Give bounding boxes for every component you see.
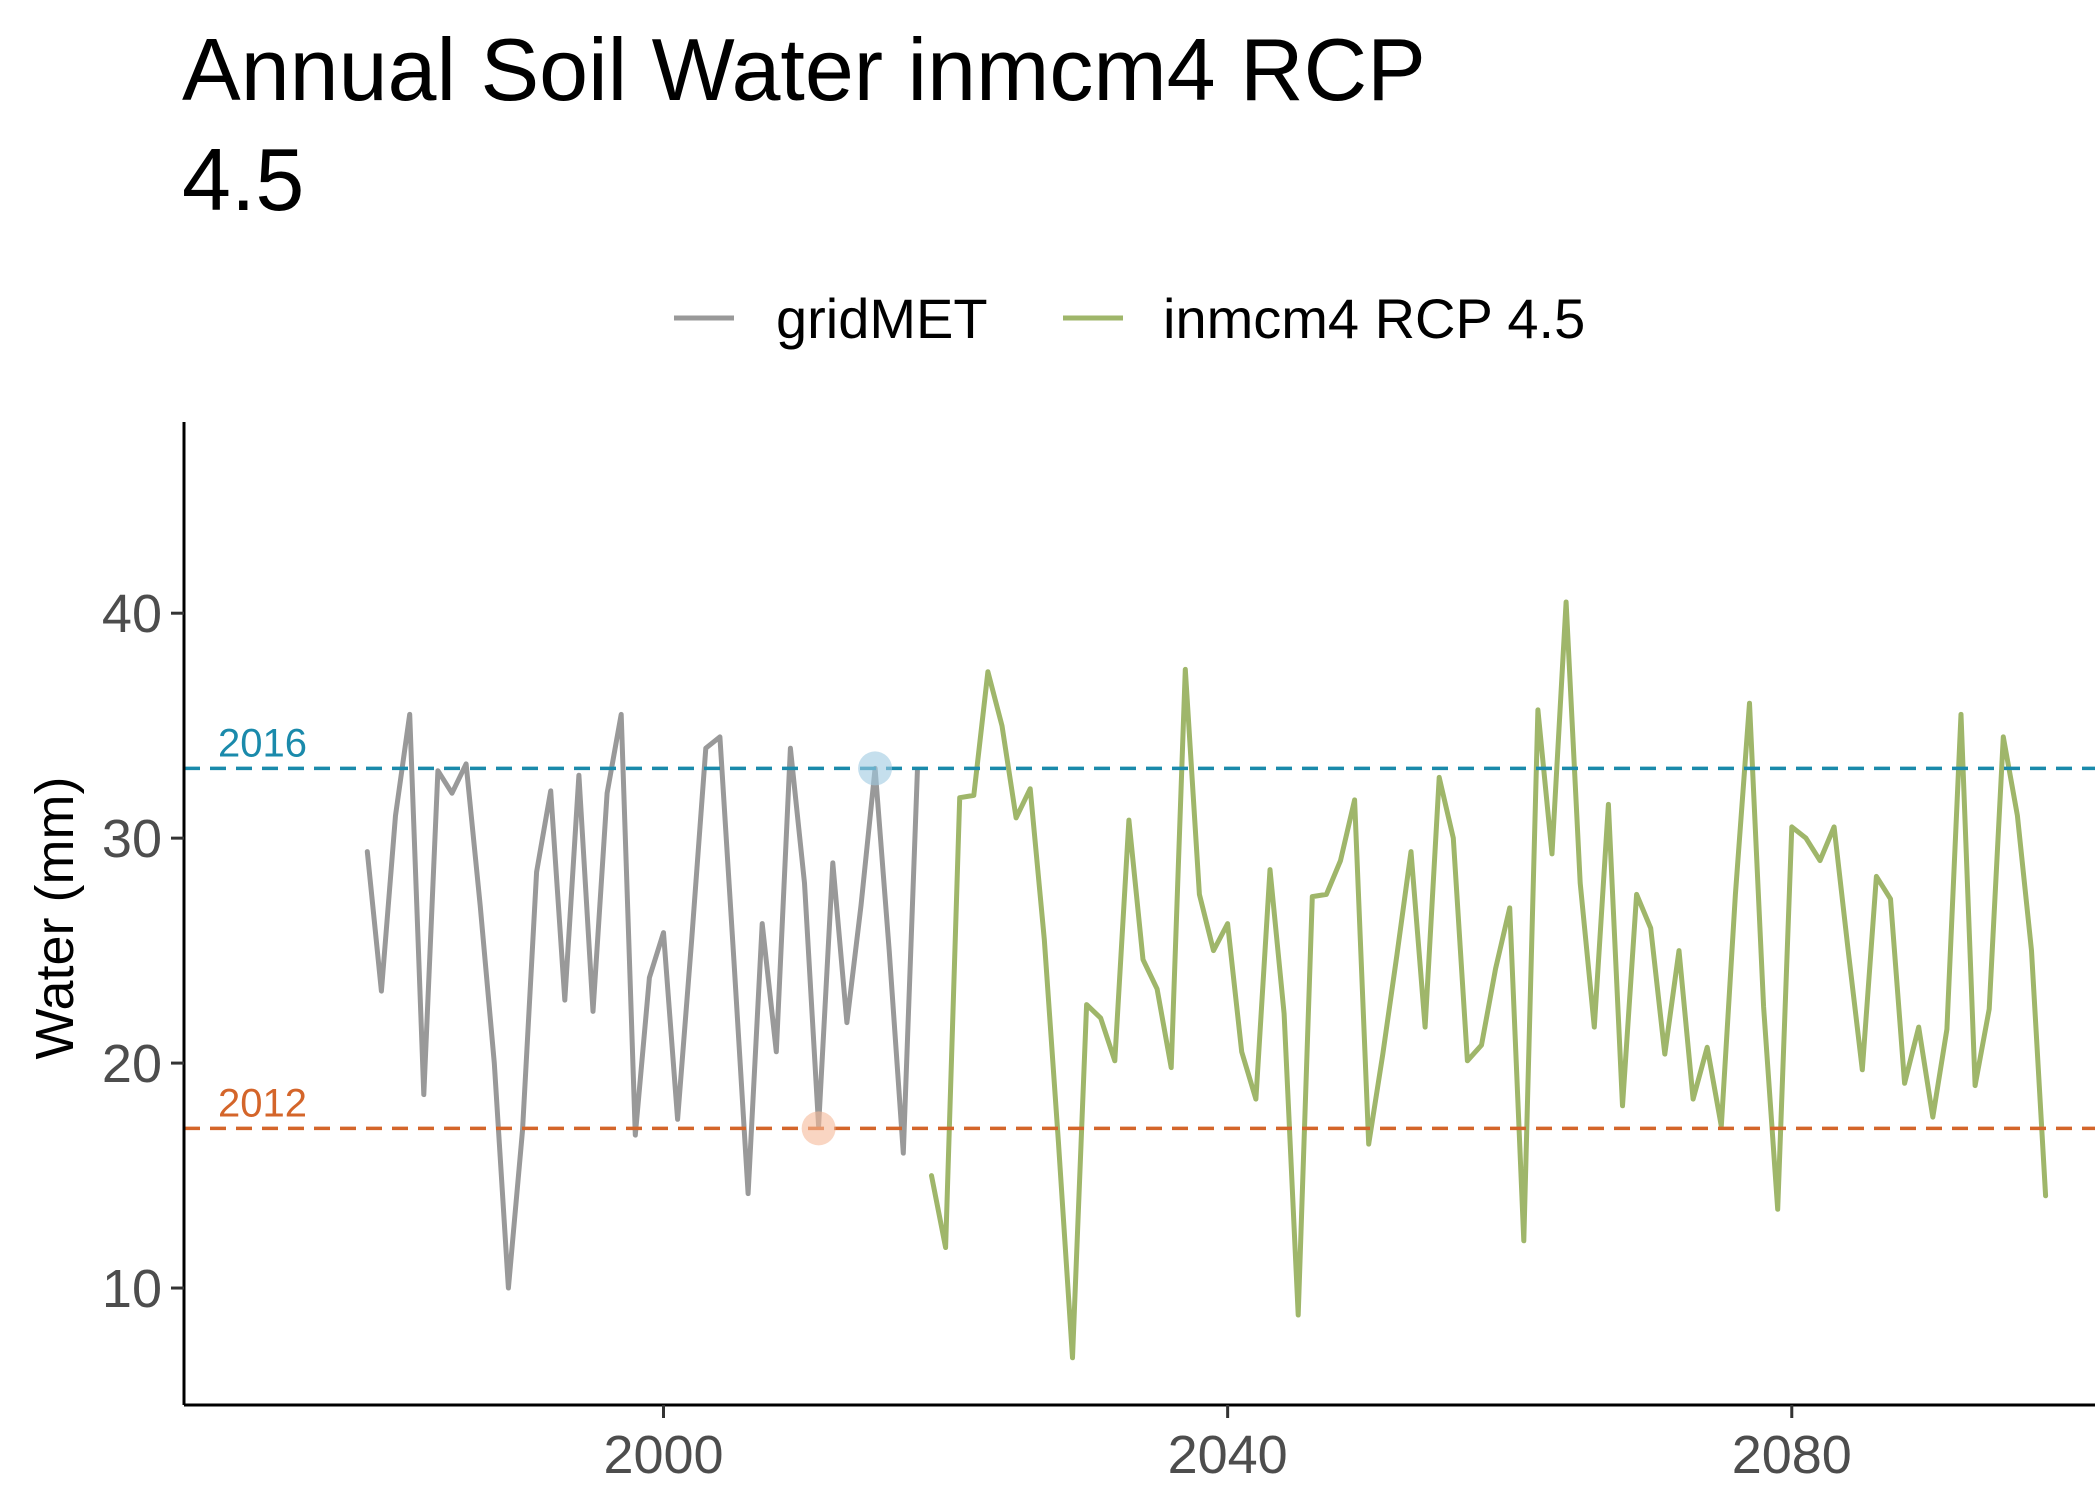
y-tick-label: 20 [102,1034,162,1094]
x-tick-label: 2000 [603,1425,723,1485]
series-line-inmcm4 [929,599,2049,1361]
reference-marker-2016 [858,751,893,786]
y-axis-title: Water (mm) [25,777,85,1060]
y-tick-label: 30 [102,809,162,869]
x-tick-label: 2040 [1168,1425,1288,1485]
x-axis-ticks: 2000 2040 2080 [603,1405,1852,1485]
reference-label-2012: 2012 [218,1081,307,1125]
chart-title-line2: 4.5 [182,130,304,229]
reference-label-2016: 2016 [218,721,307,765]
series-line-gridmet [364,711,920,1291]
legend-label-gridmet: gridMET [776,287,988,350]
x-tick-label: 2080 [1732,1425,1852,1485]
legend: gridMET inmcm4 RCP 4.5 [674,287,1585,350]
y-axis-ticks: 10 20 30 40 [102,584,184,1319]
plot-area: 2016 2012 [184,599,2095,1361]
chart-title-line1: Annual Soil Water inmcm4 RCP [182,20,1426,119]
legend-label-inmcm4: inmcm4 RCP 4.5 [1163,287,1585,350]
y-tick-label: 40 [102,584,162,644]
y-tick-label: 10 [102,1259,162,1319]
reference-marker-2012 [801,1111,836,1146]
